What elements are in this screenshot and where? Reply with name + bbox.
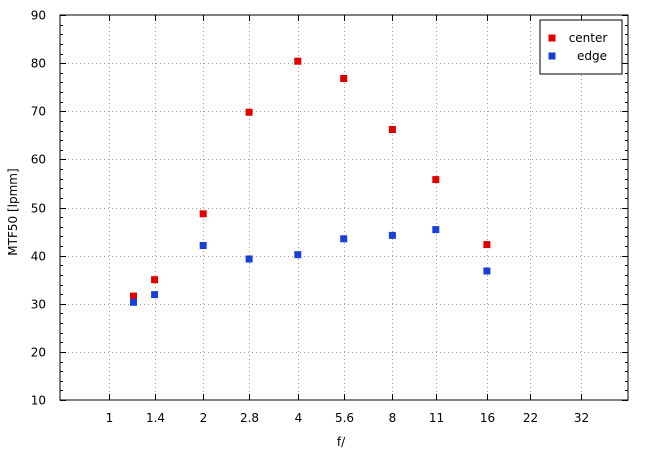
data-point-edge: [130, 298, 137, 306]
legend-label-edge: edge: [577, 49, 607, 63]
data-point-center: [388, 126, 396, 133]
legend-marker-edge: [548, 52, 556, 60]
data-point-edge: [151, 291, 159, 299]
data-point-center: [294, 57, 302, 65]
x-tick-label: 16: [480, 411, 495, 425]
x-tick-label: 2: [200, 411, 208, 425]
y-tick-label: 80: [31, 57, 46, 71]
y-tick-label: 70: [31, 105, 46, 119]
x-tick-label: 5.6: [335, 411, 354, 425]
plot-frame: [59, 14, 629, 401]
tick-labels: 10 20 30 40 50 60 70 80 90 1 1.4 2 2.8 4 5.6 8 11 16 22 32: [31, 9, 589, 426]
data-point-center: [245, 108, 253, 116]
x-tick-label: 2.8: [240, 411, 259, 425]
legend-box: [539, 19, 623, 75]
x-tick-label: 1.4: [146, 411, 165, 425]
data-point-center: [432, 176, 440, 184]
data-point-edge: [245, 255, 253, 263]
y-axis-label: MTF50 [lpmm]: [6, 168, 20, 255]
legend: center edge: [539, 19, 623, 75]
data-points: [130, 57, 491, 306]
data-point-center: [130, 292, 137, 300]
data-point-center: [199, 210, 207, 218]
data-point-edge: [432, 226, 440, 234]
y-tick-label: 20: [31, 346, 46, 360]
x-tick-label: 22: [523, 411, 538, 425]
x-tick-label: 32: [574, 411, 589, 425]
y-tick-label: 40: [31, 250, 46, 264]
data-point-edge: [294, 251, 302, 259]
x-tick-label: 4: [295, 411, 303, 425]
y-tick-label: 50: [31, 202, 46, 216]
y-tick-label: 60: [31, 153, 46, 167]
legend-label-center: center: [569, 31, 608, 45]
y-tick-label: 90: [31, 9, 46, 23]
data-point-center: [151, 276, 159, 284]
y-tick-label: 10: [31, 394, 46, 408]
data-point-edge: [483, 267, 491, 275]
data-point-edge: [340, 235, 348, 243]
data-point-center: [483, 241, 491, 249]
legend-marker-center: [548, 34, 556, 42]
x-tick-label: 11: [429, 411, 444, 425]
x-tick-label: 8: [389, 411, 397, 425]
x-tick-label: 1: [106, 411, 114, 425]
y-tick-label: 30: [31, 298, 46, 312]
data-point-center: [340, 75, 348, 82]
grid: [60, 15, 628, 400]
x-axis-label: f/: [337, 435, 346, 449]
data-point-edge: [199, 242, 207, 249]
data-point-edge: [388, 231, 396, 239]
